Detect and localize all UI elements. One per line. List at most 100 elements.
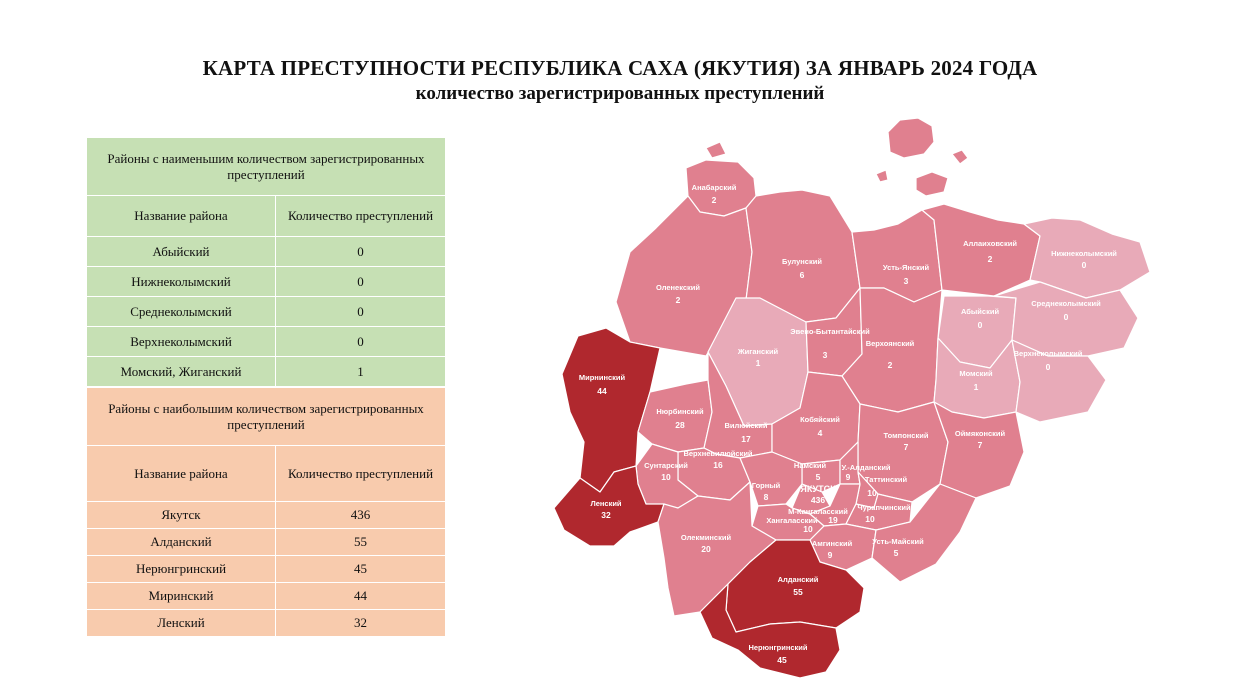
label-mkangalas-value: 19 [828, 515, 838, 525]
district-oimyakon [933, 401, 1025, 499]
label-neryungri-name: Нерюнгринский [748, 643, 807, 652]
yakutia-crime-map: Анабарский 2 Оленекский 2 Булунский 6 Ус… [553, 117, 1151, 679]
table-row: Ленский 32 [86, 609, 446, 637]
district-name: Алданский [86, 528, 276, 556]
least-col-count-header: Количество преступлений [275, 195, 446, 237]
crime-count: 0 [275, 326, 446, 357]
label-olenek-name: Оленекский [656, 283, 700, 292]
label-bulun-value: 6 [800, 270, 805, 280]
label-yakutsk-value: 436 [811, 495, 825, 505]
district-gorny [739, 451, 803, 507]
label-churapcha-name: Чурапчинский [857, 503, 911, 512]
label-ustaldan-name: У.-Алданский [841, 463, 890, 472]
label-khangalas-name: Хангаласский [766, 516, 818, 525]
label-srednekol-value: 0 [1064, 312, 1069, 322]
label-verkhnevil-name: Верхневилюйский [683, 449, 752, 458]
label-nizhnekol-value: 0 [1082, 260, 1087, 270]
label-nizhnekol-name: Нижнеколымский [1051, 249, 1117, 258]
label-allaikh-value: 2 [988, 254, 993, 264]
table-row: Абыйский 0 [86, 236, 446, 267]
least-crime-table: Районы с наименьшим количеством зарегист… [86, 137, 446, 387]
island-novosibirsk [887, 117, 935, 159]
table-row: Якутск 436 [86, 501, 446, 529]
district-name: Миринский [86, 582, 276, 610]
label-srednekol-name: Среднеколымский [1031, 299, 1101, 308]
crime-count: 32 [275, 609, 446, 637]
district-ustmaysky [871, 483, 977, 583]
label-ustyan-value: 3 [904, 276, 909, 286]
label-abyi-name: Абыйский [961, 307, 1000, 316]
district-name: Якутск [86, 501, 276, 529]
label-bulun-name: Булунский [782, 257, 822, 266]
label-oimyakon-name: Оймяконский [955, 429, 1006, 438]
label-abyi-value: 0 [978, 320, 983, 330]
label-amginsky-value: 9 [828, 550, 833, 560]
least-col-name-header: Название района [86, 195, 276, 237]
label-eveno-name: Эвено-Бытантайский [790, 327, 870, 336]
least-table-heading: Районы с наименьшим количеством зарегист… [86, 137, 446, 196]
district-verkhnekol [1011, 339, 1107, 423]
label-vilyuy-name: Вилюйский [725, 421, 768, 430]
page-title: КАРТА ПРЕСТУПНОСТИ РЕСПУБЛИКА САХА (ЯКУТ… [202, 56, 1038, 80]
label-olekminsk-value: 20 [701, 544, 711, 554]
label-tomponsky-value: 7 [904, 442, 909, 452]
label-verkhnevil-value: 16 [713, 460, 723, 470]
most-col-count-header: Количество преступлений [275, 445, 446, 502]
label-ustmaysky-name: Усть-Майский [872, 537, 924, 546]
label-mkangalas-name: М-Кангаласский [788, 507, 848, 516]
most-table-heading: Районы с наибольшим количеством зарегист… [86, 387, 446, 446]
label-neryungri-value: 45 [777, 655, 787, 665]
table-row: Миринский 44 [86, 582, 446, 610]
crime-count: 436 [275, 501, 446, 529]
district-nizhnekol [1023, 217, 1151, 299]
label-churapcha-value: 10 [865, 514, 875, 524]
crime-count: 0 [275, 236, 446, 267]
label-allaikh-name: Аллаиховский [963, 239, 1017, 248]
district-name: Нижнеколымский [86, 266, 276, 297]
label-eveno-value: 3 [823, 350, 828, 360]
label-verkhnekol-value: 0 [1046, 362, 1051, 372]
label-lensky-value: 32 [601, 510, 611, 520]
crime-count: 45 [275, 555, 446, 583]
island-small-4 [705, 141, 727, 159]
district-name: Среднеколымский [86, 296, 276, 327]
island-small-1 [915, 171, 949, 197]
crime-count: 0 [275, 296, 446, 327]
label-mirny-value: 44 [597, 386, 607, 396]
label-aldan-name: Алданский [778, 575, 819, 584]
district-name: Ленский [86, 609, 276, 637]
label-gorny-value: 8 [764, 492, 769, 502]
district-srednekol [993, 281, 1139, 357]
label-ustmaysky-value: 5 [894, 548, 899, 558]
label-ustyan-name: Усть-Янский [883, 263, 930, 272]
label-namsky-value: 5 [816, 472, 821, 482]
label-tomponsky-name: Томпонский [884, 431, 929, 440]
label-verkhoyan-name: Верхоянский [866, 339, 915, 348]
label-mirny-name: Мирнинский [579, 373, 626, 382]
label-nyurba-name: Нюрбинский [656, 407, 704, 416]
label-tatta-value: 10 [867, 488, 877, 498]
label-kobyai-value: 4 [818, 428, 823, 438]
label-amginsky-name: Амгинский [812, 539, 853, 548]
most-col-name-header: Название района [86, 445, 276, 502]
label-ustaldan-value: 9 [846, 472, 851, 482]
label-momsky-name: Момский [959, 369, 993, 378]
table-row: Нижнеколымский 0 [86, 266, 446, 297]
label-zhigan-value: 1 [756, 358, 761, 368]
crime-count: 55 [275, 528, 446, 556]
table-row: Момский, Жиганский 1 [86, 356, 446, 387]
district-name: Абыйский [86, 236, 276, 267]
district-neryungri [699, 583, 841, 679]
label-khangalas-value: 10 [803, 524, 813, 534]
table-row: Нерюнгринский 45 [86, 555, 446, 583]
label-momsky-value: 1 [974, 382, 979, 392]
label-yakutsk-name: ЯКУТСК [800, 484, 836, 494]
label-lensky-name: Ленский [590, 499, 621, 508]
label-kobyai-name: Кобяйский [800, 415, 840, 424]
label-suntar-name: Сунтарский [644, 461, 688, 470]
crime-count: 1 [275, 356, 446, 387]
most-crime-table: Районы с наибольшим количеством зарегист… [86, 387, 446, 637]
label-verkhnekol-name: Верхнеколымский [1014, 349, 1083, 358]
district-name: Верхнеколымский [86, 326, 276, 357]
label-tatta-name: Таттинский [865, 475, 908, 484]
